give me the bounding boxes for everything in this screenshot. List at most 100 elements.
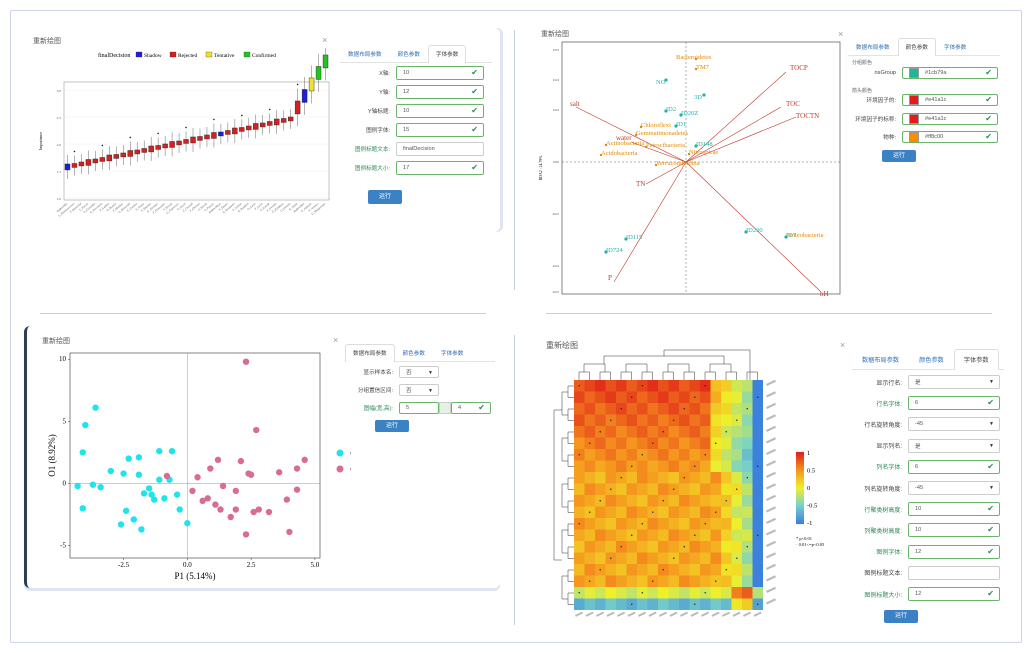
heatmap-cell <box>731 426 742 438</box>
x-tick-label: O_Lacto <box>247 202 257 211</box>
divider <box>514 30 515 290</box>
heatmap-cell <box>721 391 732 403</box>
heatmap-cell <box>626 403 637 415</box>
width-input[interactable]: 5 <box>399 402 439 414</box>
tab-font[interactable]: 字体参数 <box>953 349 999 370</box>
box <box>322 54 329 69</box>
point-w0 <box>176 506 183 513</box>
heatmap-cell <box>574 483 585 495</box>
dendro-branch <box>561 391 568 416</box>
tab-color[interactable]: 颜色参数 <box>897 38 936 56</box>
field-input[interactable]: 6 ✔ <box>908 396 1000 411</box>
tab-layout[interactable]: 数据布局参数 <box>862 357 900 364</box>
field-input[interactable]: 10 ✔ <box>908 523 1000 538</box>
height-input[interactable]: 4 ✔ <box>451 402 491 414</box>
significance-mark <box>652 511 654 513</box>
heatmap-cell <box>574 437 585 449</box>
close-icon[interactable]: × <box>322 35 328 45</box>
x-tick-label: F_Lacto <box>254 202 264 211</box>
heatmap-cell <box>584 403 595 415</box>
heatmap-cell <box>679 460 690 472</box>
field-input[interactable]: 10 ✔ <box>396 66 484 80</box>
tab-font[interactable]: 字体参数 <box>943 45 967 51</box>
row-label-blurred <box>766 575 776 582</box>
show-sample-select[interactable]: 否 ▼ <box>399 366 439 378</box>
x-tick-label: F_Christen <box>189 202 201 213</box>
field-input[interactable]: 12 ✔ <box>908 544 1000 559</box>
color-field-input[interactable]: #e41a1c ✔ <box>902 94 998 106</box>
field-input[interactable]: 6 ✔ <box>908 459 1000 474</box>
field-input[interactable]: -45 ▼ <box>908 481 1000 495</box>
x-tick-label: G_Akkerm <box>301 202 313 213</box>
tab-color[interactable]: 颜色参数 <box>402 351 425 357</box>
heatmap-cell <box>689 552 700 564</box>
scale-step <box>796 478 804 481</box>
heatmap-cell <box>700 414 711 426</box>
heatmap-cell <box>731 391 742 403</box>
divider <box>546 313 992 314</box>
field-input[interactable]: finalDecision <box>396 142 484 156</box>
color-field-input[interactable]: #e41a1c ✔ <box>902 113 998 125</box>
col-label-blurred <box>638 611 647 617</box>
field-input[interactable]: 12 ✔ <box>908 587 1000 601</box>
point-w16 <box>204 495 211 502</box>
heatmap-cell <box>647 598 658 610</box>
heatmap-cell <box>668 460 679 472</box>
field-input[interactable]: 12 ✔ <box>396 85 484 99</box>
x-tick-label: G_Parabact <box>238 202 250 213</box>
divider <box>514 335 515 625</box>
point-w16 <box>237 457 245 465</box>
heatmap-cell <box>752 587 763 599</box>
scale-step <box>796 518 804 521</box>
rda-biplot: 0.05 0.04 0.02 0.00 -0.02 -0.04 -0.05 RDA2 : 24… <box>539 41 841 296</box>
heatmap-cell <box>689 506 700 518</box>
heatmap-cell <box>637 426 648 438</box>
field-input[interactable]: 是 ▼ <box>908 375 1000 389</box>
tab-color[interactable]: 颜色参数 <box>397 52 420 58</box>
heatmap-cell <box>700 426 711 438</box>
tab-layout[interactable]: 数据布局参数 <box>856 45 890 51</box>
heatmap-cell <box>626 541 637 553</box>
field-input[interactable]: 10 ✔ <box>396 104 484 118</box>
tab-font[interactable]: 字体参数 <box>440 351 464 357</box>
x-tick-label: O_Desulfo <box>280 202 292 213</box>
row-label-blurred <box>766 494 776 501</box>
sample-label: ID230 <box>746 227 763 234</box>
significance-mark <box>704 454 706 456</box>
tab-layout[interactable]: 数据布局参数 <box>345 344 395 362</box>
significance-mark <box>725 431 727 433</box>
close-icon[interactable]: × <box>840 340 846 350</box>
field-input[interactable] <box>908 565 1000 580</box>
color-field-input[interactable]: #ff8c00 ✔ <box>902 131 998 143</box>
confidence-select[interactable]: 否 ▼ <box>399 384 439 396</box>
run-button[interactable]: 运行 <box>368 190 402 204</box>
field-input[interactable]: 10 ✔ <box>908 502 1000 517</box>
tab-layout[interactable]: 数据布局参数 <box>348 52 382 58</box>
run-button[interactable]: 运行 <box>882 150 916 162</box>
point-w0 <box>79 505 86 512</box>
significance-mark <box>725 500 727 502</box>
field-input[interactable]: 17 ✔ <box>396 161 484 175</box>
confidence-label: 分组置信区间: <box>357 388 393 394</box>
run-button[interactable]: 运行 <box>375 420 409 432</box>
x-tick-label: F_Entero <box>219 202 229 211</box>
x-tick-label: 5.0 <box>311 561 320 569</box>
field-input[interactable]: 是 ▼ <box>908 438 1000 453</box>
color-field-input[interactable]: #1cb79a ✔ <box>902 67 998 79</box>
close-icon[interactable]: × <box>838 29 844 39</box>
sample-label: 3D <box>694 94 702 101</box>
field-input[interactable]: 15 ✔ <box>396 123 484 137</box>
tab-color[interactable]: 颜色参数 <box>919 357 944 364</box>
x-tick-label: G_Blautia <box>106 202 117 212</box>
col-label-blurred <box>585 611 594 617</box>
scale-step <box>796 506 804 509</box>
significance-mark <box>694 603 696 605</box>
tab-font[interactable]: 字体参数 <box>427 45 467 63</box>
box <box>239 127 245 132</box>
point-w0 <box>97 483 104 491</box>
close-icon[interactable]: × <box>333 335 339 345</box>
field-input[interactable]: -45 ▼ <box>908 417 1000 432</box>
scale-step <box>796 510 804 513</box>
run-button[interactable]: 运行 <box>884 610 918 623</box>
heatmap-cell <box>647 483 658 495</box>
